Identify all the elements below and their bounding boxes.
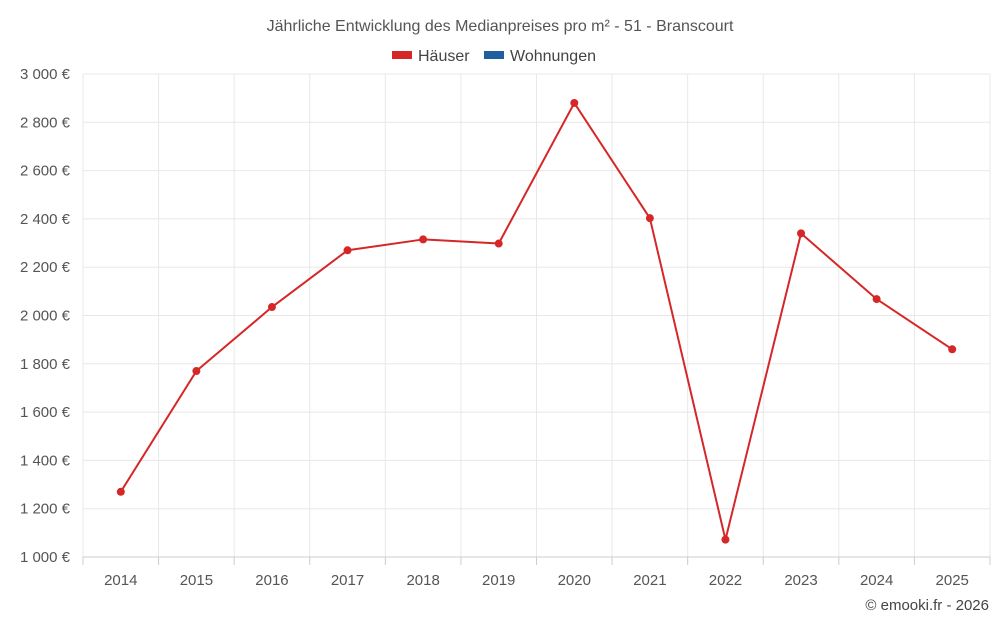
legend-label-haeuser: Häuser bbox=[418, 48, 470, 65]
series-line-0 bbox=[119, 101, 953, 541]
legend-label-wohnungen: Wohnungen bbox=[510, 48, 596, 65]
legend-item-haeuser[interactable]: Häuser bbox=[392, 48, 470, 65]
x-tick-label: 2015 bbox=[180, 572, 213, 589]
data-point[interactable] bbox=[343, 246, 352, 255]
legend-swatch-haeuser bbox=[392, 51, 412, 59]
x-tick-label: 2018 bbox=[406, 572, 439, 589]
y-tick-label: 2 000 € bbox=[20, 308, 71, 325]
y-tick-label: 2 200 € bbox=[20, 259, 71, 276]
y-tick-label: 2 600 € bbox=[20, 163, 71, 180]
x-tick-label: 2019 bbox=[482, 572, 515, 589]
x-tick-label: 2020 bbox=[558, 572, 591, 589]
axes bbox=[82, 556, 991, 565]
data-point[interactable] bbox=[645, 214, 654, 223]
data-point[interactable] bbox=[797, 229, 806, 238]
data-point[interactable] bbox=[494, 239, 503, 248]
legend-item-wohnungen[interactable]: Wohnungen bbox=[484, 48, 596, 65]
x-tick-label: 2021 bbox=[633, 572, 666, 589]
y-tick-label: 1 000 € bbox=[20, 549, 71, 566]
legend: Häuser Wohnungen bbox=[392, 48, 596, 65]
x-tick-label: 2017 bbox=[331, 572, 364, 589]
grid bbox=[82, 73, 991, 557]
x-tick-label: 2016 bbox=[255, 572, 288, 589]
data-point[interactable] bbox=[419, 235, 428, 244]
y-axis-ticks: 1 000 € 1 200 € 1 400 € 1 600 € 1 800 € 2 000… bbox=[20, 66, 71, 566]
data-point[interactable] bbox=[267, 303, 276, 312]
x-tick-label: 2023 bbox=[784, 572, 817, 589]
x-axis-ticks: 2014 2015 2016 2017 2018 2019 2020 2021 2022 2023… bbox=[104, 572, 969, 589]
y-tick-label: 1 400 € bbox=[20, 452, 71, 469]
y-tick-label: 3 000 € bbox=[20, 66, 71, 83]
x-tick-label: 2022 bbox=[709, 572, 742, 589]
y-tick-label: 1 200 € bbox=[20, 501, 71, 518]
data-point[interactable] bbox=[872, 295, 881, 304]
x-tick-label: 2025 bbox=[936, 572, 969, 589]
y-tick-label: 2 400 € bbox=[20, 211, 71, 228]
x-tick-label: 2014 bbox=[104, 572, 137, 589]
data-point[interactable] bbox=[948, 345, 957, 354]
data-point[interactable] bbox=[116, 487, 125, 496]
data-point[interactable] bbox=[570, 98, 579, 107]
y-tick-label: 1 800 € bbox=[20, 356, 71, 373]
data-point[interactable] bbox=[192, 367, 201, 376]
y-tick-label: 1 600 € bbox=[20, 404, 71, 421]
x-tick-label: 2024 bbox=[860, 572, 893, 589]
credit-text: © emooki.fr - 2026 bbox=[865, 597, 989, 614]
data-point[interactable] bbox=[721, 535, 730, 544]
y-tick-label: 2 800 € bbox=[20, 114, 71, 131]
series-haeuser bbox=[116, 98, 957, 544]
legend-swatch-wohnungen bbox=[484, 51, 504, 59]
chart-title: Jährliche Entwicklung des Medianpreises … bbox=[267, 18, 734, 35]
